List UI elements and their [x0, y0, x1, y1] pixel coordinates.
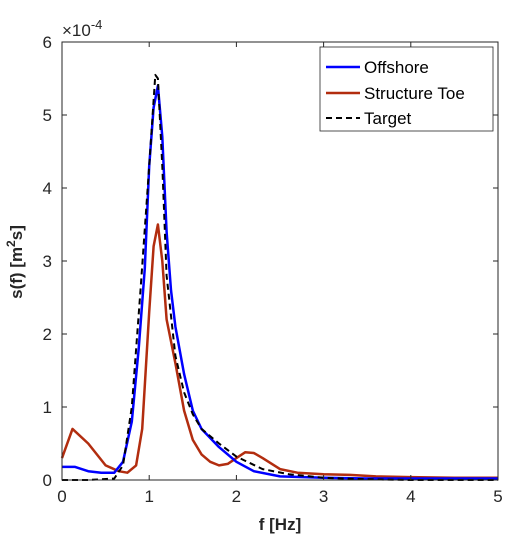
x-tick-label: 3 — [319, 487, 328, 506]
y-axis-exponent-power: -4 — [91, 17, 103, 32]
x-tick-label: 2 — [232, 487, 241, 506]
y-axis-label-superscript: 2 — [4, 240, 18, 247]
y-tick-label: 4 — [43, 179, 52, 198]
x-axis-label: f [Hz] — [259, 515, 301, 534]
legend-label-structure-toe: Structure Toe — [364, 84, 465, 103]
x-tick-label: 4 — [406, 487, 415, 506]
series-line-structure-toe — [60, 223, 498, 480]
y-tick-label: 5 — [43, 106, 52, 125]
series-line-offshore — [62, 84, 498, 480]
y-axis-label: s(f) [m2s] — [4, 225, 26, 299]
y-tick-label: 3 — [43, 252, 52, 271]
y-tick-label: 1 — [43, 398, 52, 417]
series-layer — [60, 73, 498, 481]
y-tick-label: 6 — [43, 33, 52, 52]
y-axis-label-end: s] — [7, 225, 26, 240]
x-tick-label: 1 — [144, 487, 153, 506]
y-tick-label: 0 — [43, 471, 52, 490]
x-tick-label: 5 — [493, 487, 502, 506]
legend-label-target: Target — [364, 109, 412, 128]
legend: Offshore Structure Toe Target — [319, 46, 494, 132]
tick-layer: 0 1 2 3 4 5 0 1 2 3 4 5 6 — [43, 33, 503, 506]
x-tick-label: 0 — [57, 487, 66, 506]
y-tick-label: 2 — [43, 325, 52, 344]
legend-label-offshore: Offshore — [364, 58, 429, 77]
y-axis-exponent: ×10-4 — [62, 17, 102, 40]
series-line-target — [62, 73, 498, 481]
